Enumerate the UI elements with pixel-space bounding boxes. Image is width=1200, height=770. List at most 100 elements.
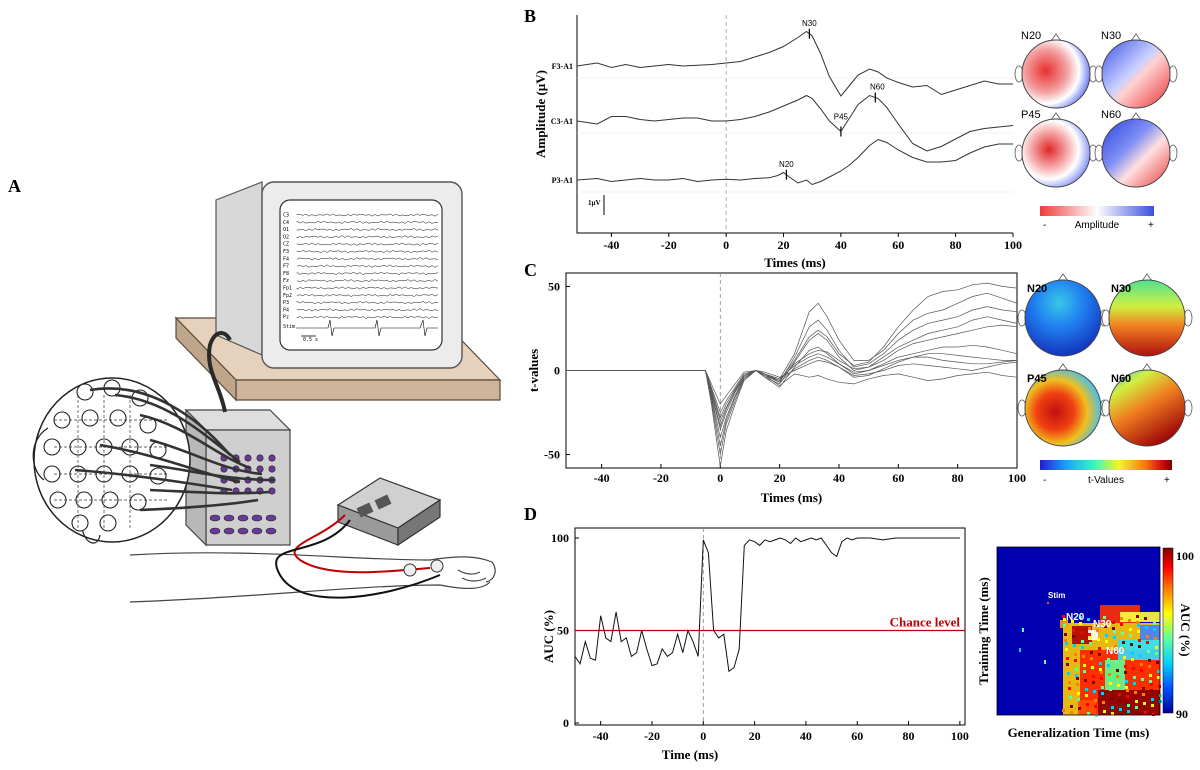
matrix-cell xyxy=(1124,671,1127,674)
scalp-electrode xyxy=(43,438,61,456)
matrix-cell xyxy=(1070,711,1073,714)
matrix-cell xyxy=(1107,664,1110,667)
matrix-cell xyxy=(1075,668,1078,671)
matrix-cell xyxy=(1153,628,1156,631)
topomap-head xyxy=(1024,369,1102,447)
topomap-label: N60 xyxy=(1111,373,1131,385)
matrix-cell xyxy=(1068,681,1071,684)
channel-label: F3 xyxy=(283,249,289,255)
x-axis-label: Times (ms) xyxy=(764,255,826,270)
matrix-cell xyxy=(1147,650,1150,653)
matrix-cell xyxy=(1157,670,1160,673)
head-electrode-cap xyxy=(32,377,191,544)
channel-trace xyxy=(296,213,439,217)
matrix-cell xyxy=(1085,694,1088,697)
scalp-electrode xyxy=(43,465,61,483)
matrix-cell xyxy=(1133,682,1136,685)
matrix-cell xyxy=(1129,634,1132,637)
matrix-cell xyxy=(1075,674,1078,677)
t-value-trace xyxy=(566,344,1018,467)
channel-label: P4 xyxy=(283,307,289,313)
scalp-electrode xyxy=(69,465,87,483)
x-tick-label: 60 xyxy=(851,729,863,743)
channel-label: C3-A1 xyxy=(551,117,573,126)
colorbar-max-label: + xyxy=(1148,220,1154,231)
matrix-cell xyxy=(1086,703,1089,706)
matrix-cell xyxy=(1128,619,1131,622)
matrix-cell xyxy=(1145,626,1148,629)
matrix-cell xyxy=(1089,636,1092,639)
matrix-cell xyxy=(1150,689,1153,692)
x-tick-label: 80 xyxy=(903,729,915,743)
matrix-cell xyxy=(1135,706,1138,709)
amp-input-dot xyxy=(268,465,276,473)
y-tick-label: 50 xyxy=(557,624,569,638)
matrix-cell xyxy=(1120,623,1123,626)
matrix-cell xyxy=(1154,637,1157,640)
channel-label: Pz xyxy=(283,315,289,321)
matrix-cell xyxy=(1150,683,1153,686)
matrix-cell xyxy=(1090,657,1093,660)
matrix-cell xyxy=(1113,636,1116,639)
matrix-cell xyxy=(1103,616,1106,619)
matrix-cell xyxy=(1093,690,1096,693)
matrix-cell xyxy=(1087,618,1090,621)
channel-label: CZ xyxy=(283,242,289,248)
matrix-cell xyxy=(1080,631,1083,634)
matrix-cell xyxy=(1070,705,1073,708)
matrix-cell xyxy=(1109,682,1112,685)
matrix-cell xyxy=(1095,714,1098,717)
matrix-cell xyxy=(1151,704,1154,707)
channel-trace xyxy=(296,308,439,312)
peak-label: N20 xyxy=(779,160,794,169)
matrix-cell xyxy=(1139,654,1142,657)
matrix-cell xyxy=(1079,616,1082,619)
matrix-cell xyxy=(1148,659,1151,662)
amp-input-dot xyxy=(256,454,264,462)
x-axis-label: Times (ms) xyxy=(761,490,823,505)
channel-label: F4 xyxy=(283,256,289,262)
topomap-label: N30 xyxy=(1111,283,1131,295)
matrix-cell xyxy=(1105,634,1108,637)
y-tick-label: 0 xyxy=(563,716,569,730)
matrix-cell xyxy=(1077,698,1080,701)
matrix-cell xyxy=(1159,694,1162,697)
matrix-cell xyxy=(1124,665,1127,668)
matrix-cell xyxy=(1155,652,1158,655)
matrix-cell xyxy=(1098,653,1101,656)
matrix-cell xyxy=(1077,692,1080,695)
topomap-head xyxy=(1024,279,1102,357)
channel-trace xyxy=(296,279,439,283)
matrix-cell xyxy=(1116,669,1119,672)
matrix-cluster xyxy=(1118,640,1160,660)
matrix-cell xyxy=(1126,695,1129,698)
y-tick-label: -50 xyxy=(544,448,560,462)
amp-port xyxy=(223,514,235,522)
matrix-cell xyxy=(1140,669,1143,672)
matrix-cell xyxy=(1022,628,1024,632)
t-value-trace xyxy=(566,316,1018,455)
matrix-cell xyxy=(1087,712,1090,715)
matrix-cell xyxy=(1081,646,1084,649)
matrix-cell xyxy=(1159,700,1162,703)
channel-label: Fp1 xyxy=(283,286,292,292)
nose xyxy=(1050,112,1062,121)
channel-trace xyxy=(296,249,439,254)
matrix-cell xyxy=(1072,629,1075,632)
scalp-electrode xyxy=(71,514,89,532)
channel-label: O1 xyxy=(283,227,289,233)
matrix-cell xyxy=(1148,665,1151,668)
matrix-cell xyxy=(1112,621,1115,624)
matrix-cell xyxy=(1120,617,1123,620)
matrix-cell xyxy=(1146,635,1149,638)
colorbar-max-label: 100 xyxy=(1176,549,1194,563)
t-value-trace xyxy=(566,292,1018,422)
x-tick-label: -40 xyxy=(593,729,609,743)
scalp-electrode xyxy=(149,467,167,485)
matrix-cell xyxy=(1118,699,1121,702)
channel-trace xyxy=(296,271,439,275)
auc-trace xyxy=(574,537,960,673)
t-value-trace xyxy=(566,306,1018,438)
